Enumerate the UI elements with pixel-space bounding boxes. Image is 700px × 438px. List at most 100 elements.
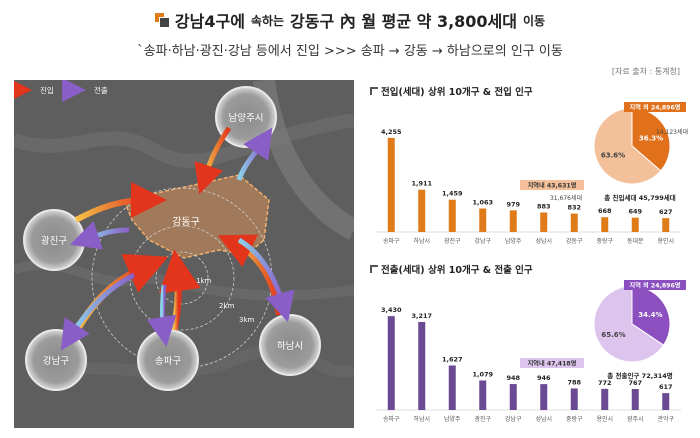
callout-inner-sub: 31,676세대 xyxy=(550,194,582,202)
svg-text:남양주시: 남양주시 xyxy=(229,113,264,124)
category-label: 동대문 xyxy=(627,237,644,245)
arrow-out-namyangju xyxy=(236,127,273,181)
bar xyxy=(601,217,609,232)
category-label: 강남구 xyxy=(474,237,491,245)
bar xyxy=(540,212,548,232)
ring-label-2km: 2km xyxy=(219,302,235,310)
chart-in-title-text: 전입(세대) 상위 10개구 & 전입 인구 xyxy=(381,87,533,98)
pie-slice xyxy=(593,285,665,363)
category-label: 용인시 xyxy=(657,238,674,245)
category-label: 하남시 xyxy=(413,415,430,423)
category-label: 남양주 xyxy=(505,237,522,245)
category-label: 송파구 xyxy=(383,237,400,245)
category-label: 중랑구 xyxy=(596,238,613,245)
bar xyxy=(479,380,487,410)
callout-outer: 지역 외 24,896명 xyxy=(630,282,681,290)
ring-2km xyxy=(129,225,235,331)
chart-out-title-text: 전출(세대) 상위 10개구 & 전출 인구 xyxy=(381,265,533,276)
pie-slice-label: 36.3% xyxy=(639,134,663,142)
arrow-in-songpa xyxy=(158,249,201,331)
callout-outer: 지역 외 24,896명 xyxy=(630,104,681,112)
category-label: 광진구 xyxy=(474,415,491,423)
bar-value-label: 767 xyxy=(628,379,642,387)
page-title: 강남4구에 속하는 강동구 內 월 평균 약 3,800세대 이동 xyxy=(154,8,545,32)
bubble-songpa: 송파구 xyxy=(137,329,199,391)
svg-text:강남구: 강남구 xyxy=(43,356,69,367)
svg-text:광진구: 광진구 xyxy=(41,235,67,247)
category-label: 성남시 xyxy=(535,415,552,423)
map-legend: 진입 전출 xyxy=(8,78,108,102)
bubble-gangnam: 강남구 xyxy=(25,329,87,391)
bar xyxy=(387,316,395,410)
bar-value-label: 4,255 xyxy=(381,128,402,136)
bar xyxy=(601,388,609,410)
ring-label-3km: 3km xyxy=(239,316,255,324)
source-note: [자료 출처 : 통계청] xyxy=(611,67,680,76)
callout-inner-box xyxy=(520,358,584,368)
center-label: 강동구 xyxy=(172,216,200,228)
bar-value-label: 788 xyxy=(567,378,581,386)
bar xyxy=(479,208,487,232)
legend-in-label: 진입 xyxy=(40,85,54,95)
bar-value-label: 1,627 xyxy=(442,355,463,363)
bar xyxy=(509,384,517,410)
category-label: 하남시 xyxy=(413,237,430,245)
chart-out-title: 전출(세대) 상위 10개구 & 전출 인구 xyxy=(370,262,533,276)
bubble-gwangjin: 광진구 xyxy=(23,209,85,271)
callout-outer-box xyxy=(624,102,686,112)
title-square-icon xyxy=(154,13,170,28)
category-label: 광진구 xyxy=(444,237,461,245)
category-label: 관악구 xyxy=(657,415,674,423)
pie-slice xyxy=(593,107,662,185)
pie-slice-label: 65.6% xyxy=(601,331,625,339)
bubble-hanam: 하남시 xyxy=(259,314,321,376)
callout-inner: 지역내 47,418명 xyxy=(528,360,577,368)
arrow-out-gangnam xyxy=(60,272,136,351)
arrow-in-gwangjin xyxy=(74,182,167,223)
chart-out-svg: 3,430 송파구 3,217 하남시 1,627 남양주 1,079 광진구 948 강남구 94… xyxy=(376,280,686,423)
legend-out-label: 전출 xyxy=(94,85,108,95)
category-label: 남양주 xyxy=(444,415,461,423)
corner-icon xyxy=(370,265,378,273)
category-label: 성남시 xyxy=(535,237,552,245)
bar-value-label: 3,430 xyxy=(381,306,402,314)
bar-value-label: 617 xyxy=(659,383,673,391)
bar-value-label: 627 xyxy=(659,208,673,216)
ring-label-1km: 1km xyxy=(196,277,212,285)
pie-total: 총 진입세대 45,799세대 xyxy=(604,193,675,202)
title-main: 강남4구에 xyxy=(174,12,245,31)
category-label: 용인시 xyxy=(596,416,613,423)
callout-outer-box xyxy=(624,280,686,290)
chart-in-svg: 4,255 송파구 1,911 하남시 1,459 광진구 1,063 강남구 979 남양주 88… xyxy=(376,102,688,245)
bar-value-label: 979 xyxy=(506,200,520,208)
arrow-out-gwangjin xyxy=(69,221,130,250)
bar xyxy=(448,365,456,410)
pie-slice-label: 34.4% xyxy=(638,311,662,319)
bar-value-label: 668 xyxy=(598,207,612,215)
bar xyxy=(509,210,517,232)
bar xyxy=(631,217,639,232)
bar-value-label: 1,063 xyxy=(472,198,493,206)
bar-value-label: 946 xyxy=(537,374,551,382)
callout-outer-sub: 14,123세대 xyxy=(656,128,688,136)
bar xyxy=(662,393,670,410)
bar xyxy=(448,199,456,232)
bar-value-label: 649 xyxy=(628,208,642,216)
category-label: 송파구 xyxy=(383,415,400,423)
arrow-in-namyangju xyxy=(194,126,232,195)
pie-total: 총 전출인구 72,314명 xyxy=(607,371,673,380)
bar xyxy=(662,218,670,232)
migration-map: 강동구 1km 2km 3km S 남양주시 광진구 하남시 강남구 송파구 xyxy=(8,78,360,428)
bar xyxy=(540,384,548,410)
bar-value-label: 1,079 xyxy=(472,370,493,378)
svg-text:송파구: 송파구 xyxy=(155,356,181,367)
callout-inner-box xyxy=(520,180,584,190)
bar xyxy=(631,389,639,410)
callout-inner: 지역내 43,631명 xyxy=(528,182,577,190)
category-label: 중랑구 xyxy=(566,416,583,423)
bar xyxy=(418,189,426,232)
bar xyxy=(387,137,395,232)
chart-in-title: 전입(세대) 상위 10개구 & 전입 인구 xyxy=(370,84,533,98)
bar-value-label: 772 xyxy=(598,379,612,387)
category-label: 강동구 xyxy=(566,237,583,245)
